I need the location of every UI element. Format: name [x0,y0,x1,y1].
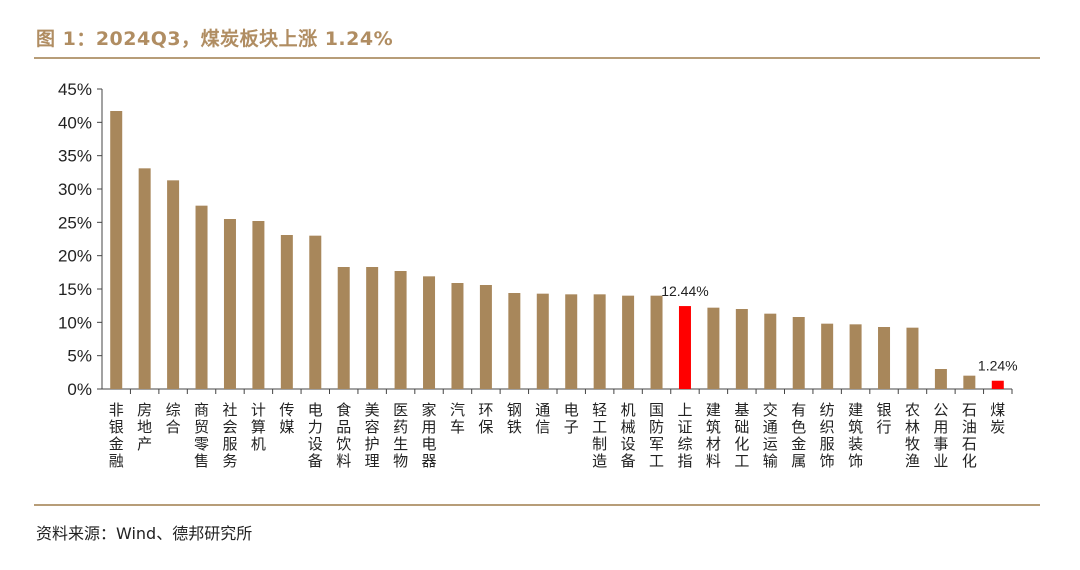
y-tick-label: 45% [58,80,92,99]
bar-30 [934,369,947,389]
bar-26 [821,323,834,389]
y-tick-label: 10% [58,313,92,332]
bar-25 [792,317,805,389]
bar-27 [849,324,862,389]
bar-4 [195,205,208,389]
category-labels: 非银金融房地产综合商贸零售社会服务计算机传媒电力设备食品饮料美容护理医药生物家用… [109,389,1013,470]
category-label-15: 钢铁 [507,401,522,436]
footer-divider [34,504,1040,506]
bar-6 [252,221,265,389]
data-labels: 12.44% 1.24% [661,283,1017,374]
category-label-28: 银行 [877,401,892,436]
data-label-1: 12.44% [661,283,708,299]
y-tick-label: 25% [58,213,92,232]
chart-title: 图 1：2024Q3，煤炭板块上涨 1.24% [36,28,394,50]
bar-24 [764,313,777,389]
bar-chart: 0% 5% 10% 15% 20% 25% 30% 35% 40% 45% 12.44% 1.24%… [58,80,1018,470]
category-label-6: 计算机 [251,401,266,453]
category-label-24: 交通运输 [763,401,778,470]
y-tick-label: 15% [58,280,92,299]
category-label-26: 纺织服饰 [820,401,835,470]
bar-19 [622,295,635,389]
title-divider [34,57,1040,59]
bar-5 [223,219,236,389]
bar-14 [479,285,492,389]
category-label-11: 医药生物 [393,401,408,470]
bar-13 [451,283,464,389]
category-label-20: 国防军工 [649,401,664,470]
bar-20 [650,295,663,389]
category-label-8: 电力设备 [308,401,323,470]
source-note: 资料来源：Wind、德邦研究所 [36,524,253,543]
bar-1 [110,111,123,389]
category-label-9: 食品饮料 [336,401,351,470]
bar-12 [423,276,436,389]
category-label-21: 上证综指 [677,401,692,470]
bar-22 [707,307,720,389]
category-label-7: 传媒 [279,401,294,436]
bar-8 [309,235,322,389]
category-label-16: 通信 [535,401,550,436]
y-tick-label: 20% [58,247,92,266]
bar-7 [280,235,293,389]
bar-3 [167,180,180,389]
bar-10 [366,267,379,389]
data-label-2: 1.24% [978,358,1018,374]
category-label-27: 建筑装饰 [848,401,863,470]
bar-21 [678,306,691,389]
y-tick-label: 35% [58,147,92,166]
y-tick-label: 5% [67,347,92,366]
bar-28 [878,327,891,389]
category-label-18: 轻工制造 [592,401,607,470]
category-label-2: 房地产 [137,401,152,453]
bar-17 [565,294,578,389]
category-label-30: 公用事业 [933,401,948,470]
bars [110,111,1004,389]
category-label-23: 基础化工 [734,401,749,470]
category-label-17: 电子 [564,401,579,436]
bar-18 [593,294,606,389]
category-label-14: 环保 [478,401,493,436]
category-label-13: 汽车 [450,401,465,436]
bar-9 [337,267,350,389]
bar-11 [394,271,407,389]
bar-32 [991,380,1004,389]
category-label-25: 有色金属 [791,401,806,470]
y-tick-label: 30% [58,180,92,199]
category-label-12: 家用电器 [422,401,437,470]
category-label-19: 机械设备 [621,401,636,470]
category-label-1: 非银金融 [109,401,124,470]
category-label-29: 农林牧渔 [905,401,920,470]
category-label-5: 社会服务 [222,401,237,470]
category-label-31: 石油石化 [962,401,977,470]
bar-29 [906,327,919,389]
category-label-4: 商贸零售 [194,401,209,470]
category-label-10: 美容护理 [365,401,380,470]
category-label-3: 综合 [166,401,181,436]
category-label-32: 煤炭 [990,401,1005,436]
y-tick-label: 40% [58,113,92,132]
y-tick-label: 0% [67,380,92,399]
category-label-22: 建筑材料 [706,401,721,470]
bar-15 [508,293,521,389]
bar-31 [963,375,976,389]
bar-16 [536,293,549,389]
bar-2 [138,168,151,389]
bar-23 [735,309,748,389]
